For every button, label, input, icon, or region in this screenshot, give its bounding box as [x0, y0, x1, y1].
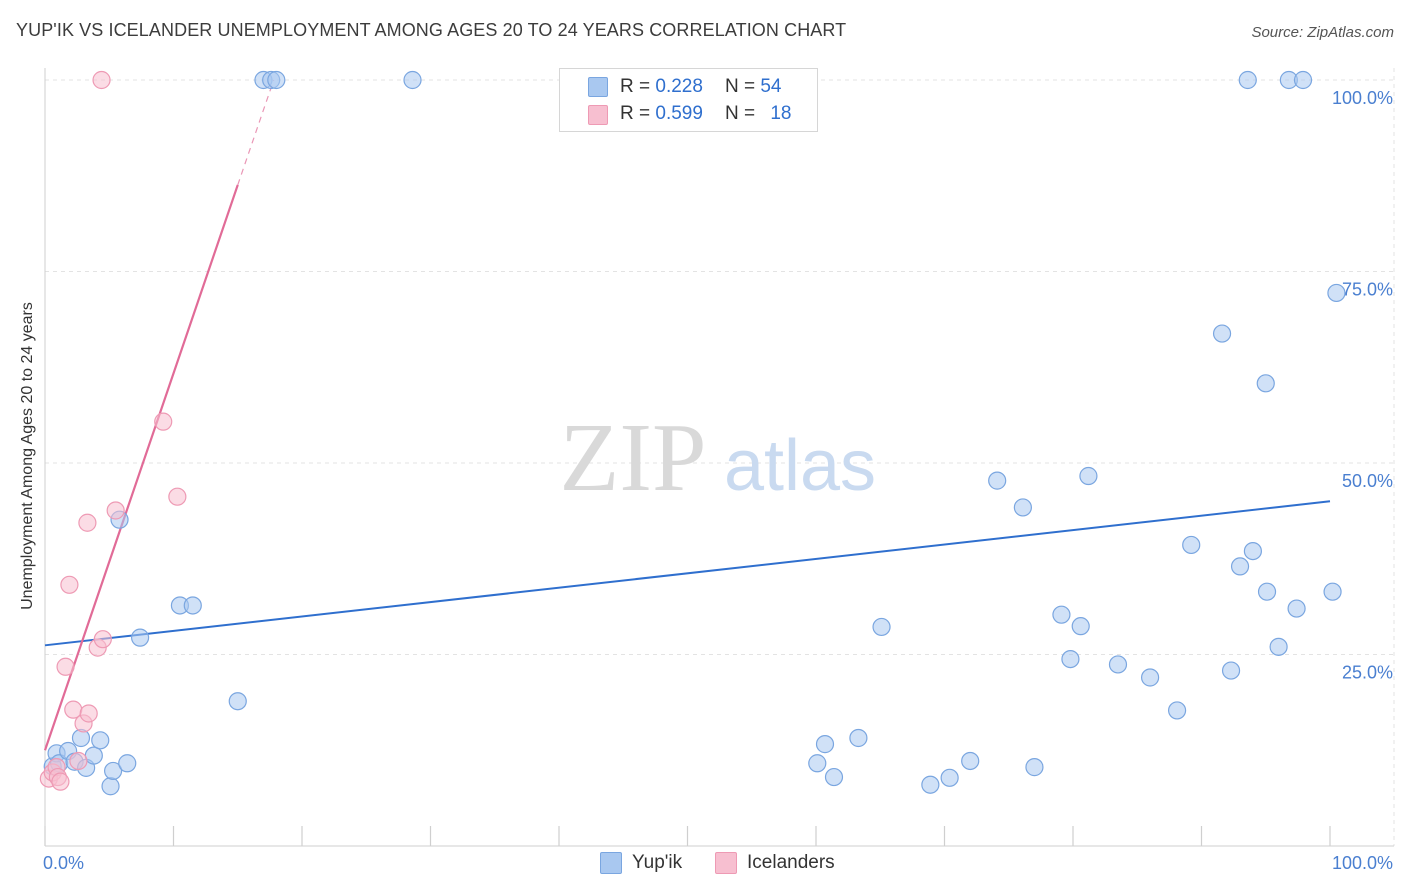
point-yupik [1079, 466, 1098, 486]
y-tick-label: 25.0% [1342, 663, 1393, 683]
grid-lines [45, 68, 1395, 846]
trend-line-icelanders-extension [237, 79, 275, 186]
point-yupik [961, 751, 980, 771]
legend-row-yupik: R = 0.228 N = 54 [620, 75, 781, 99]
point-yupik [267, 70, 286, 90]
legend-n-value: 18 [770, 103, 792, 124]
legend-swatch-icelanders [588, 105, 608, 125]
point-yupik [1238, 70, 1257, 90]
point-yupik [849, 728, 868, 748]
trend-line-yupik [44, 500, 1331, 647]
point-yupik [872, 617, 891, 637]
point-icelanders [78, 513, 97, 532]
point-yupik [1212, 324, 1232, 343]
point-yupik [1061, 649, 1080, 669]
point-yupik [1257, 582, 1277, 601]
point-yupik [1256, 374, 1275, 393]
point-icelanders [154, 412, 173, 431]
point-icelanders [56, 657, 75, 676]
point-yupik [921, 775, 940, 794]
point-yupik [183, 596, 202, 615]
point-yupik [1052, 605, 1071, 624]
point-yupik [1025, 758, 1044, 777]
legend-row-icelanders: R = 0.599 N = 18 [620, 102, 791, 126]
point-yupik [1140, 668, 1160, 687]
legend-n-label: N = [724, 103, 756, 124]
correlation-legend: R = 0.228 N = 54 R = 0.599 N = 18 [559, 68, 818, 132]
watermark-atlas: atlas [724, 426, 876, 506]
bottom-legend-swatch-icelanders [715, 852, 737, 874]
point-yupik [940, 768, 959, 787]
bottom-legend-icelanders: Icelanders [715, 852, 835, 874]
point-yupik [118, 754, 137, 773]
point-yupik [988, 471, 1007, 490]
legend-r-label: R = [620, 103, 651, 124]
point-yupik [1221, 661, 1241, 680]
point-icelanders [69, 751, 88, 771]
point-icelanders [168, 487, 187, 506]
point-yupik [1287, 599, 1306, 618]
point-icelanders [60, 575, 79, 594]
point-yupik [824, 767, 844, 787]
point-yupik [130, 628, 150, 647]
bottom-legend-swatch-yupik [600, 852, 622, 874]
y-tick-label: 50.0% [1342, 471, 1393, 491]
point-yupik [91, 731, 110, 750]
point-yupik [1182, 535, 1201, 555]
point-icelanders [79, 704, 98, 723]
point-yupik [101, 777, 120, 796]
legend-r-value: 0.599 [655, 103, 703, 124]
x-tick-label: 0.0% [43, 853, 84, 873]
y-tick-label: 75.0% [1342, 280, 1393, 300]
point-yupik [403, 70, 422, 90]
watermark-zip: ZIP [560, 404, 707, 512]
legend-r-label: R = [620, 76, 651, 97]
point-yupik [1013, 498, 1032, 517]
point-yupik [1269, 637, 1288, 656]
point-yupik [104, 761, 123, 781]
chart-title: YUP'IK VS ICELANDER UNEMPLOYMENT AMONG A… [16, 20, 847, 40]
point-yupik [228, 692, 247, 711]
point-yupik [815, 735, 835, 754]
legend-r-value: 0.228 [655, 76, 703, 97]
point-yupik [1293, 70, 1313, 90]
legend-swatch-yupik [588, 77, 608, 97]
legend-n-label: N = [724, 76, 756, 97]
point-yupik [1327, 283, 1346, 303]
y-tick-label: 100.0% [1332, 88, 1393, 108]
y-axis-label: Unemployment Among Ages 20 to 24 years [19, 302, 36, 610]
point-yupik [1071, 617, 1090, 636]
point-icelanders [51, 772, 70, 791]
point-yupik [1243, 541, 1263, 561]
x-tick-label: 100.0% [1332, 853, 1393, 873]
point-yupik [808, 754, 827, 773]
bottom-legend-yupik: Yup'ik [600, 852, 682, 874]
point-yupik [84, 746, 103, 765]
tick-labels: 100.0% 75.0% 50.0% 25.0% 0.0% 100.0% [43, 88, 1393, 873]
watermark: ZIP atlas [560, 404, 877, 512]
point-icelanders [93, 630, 112, 649]
trend-line-icelanders [43, 184, 239, 751]
point-yupik [1167, 701, 1187, 720]
bottom-legend-label-icelanders: Icelanders [747, 852, 835, 873]
point-icelanders [92, 70, 111, 90]
point-icelanders [106, 501, 125, 520]
point-yupik [1108, 655, 1128, 674]
data-points [39, 70, 1346, 796]
legend-n-value: 54 [760, 76, 782, 97]
bottom-legend-label-yupik: Yup'ik [632, 852, 683, 873]
axes [44, 68, 1394, 847]
source-credit: Source: ZipAtlas.com [1251, 24, 1394, 41]
trend-lines [43, 79, 1331, 751]
point-yupik [1323, 582, 1342, 601]
point-yupik [1230, 557, 1250, 576]
